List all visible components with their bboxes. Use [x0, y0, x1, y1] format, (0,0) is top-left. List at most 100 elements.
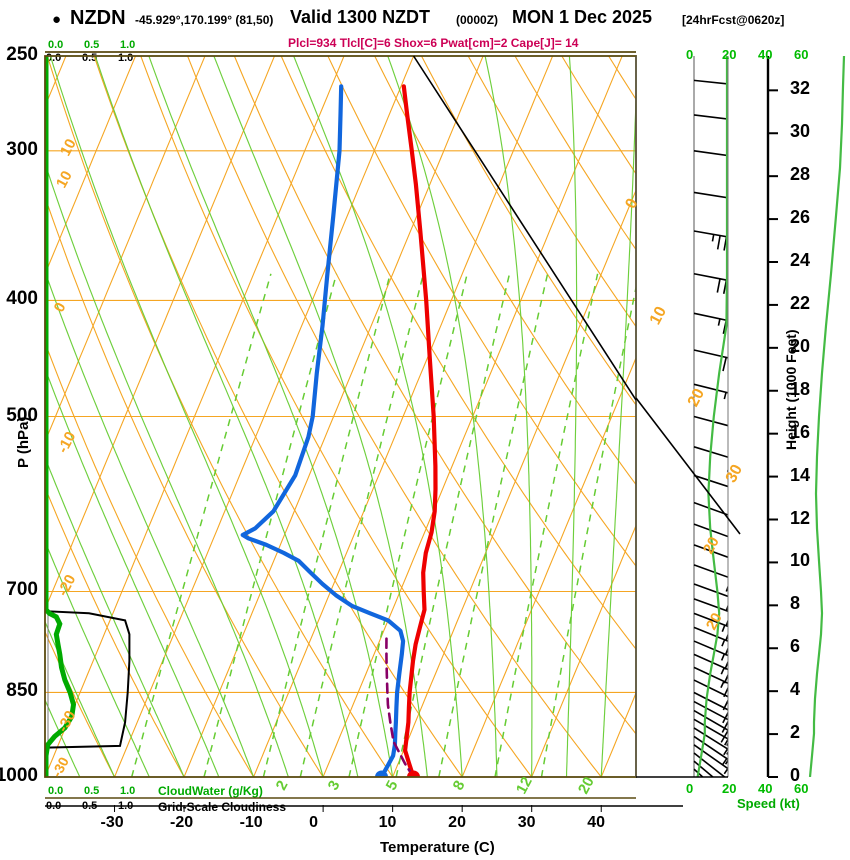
wind-barb — [693, 679, 728, 711]
station-marker: ● — [52, 11, 62, 28]
wind-barb — [693, 312, 728, 335]
mixing-ratio-label-20: 20 — [574, 774, 598, 797]
profile-parcel — [385, 632, 415, 777]
wind-barb — [693, 727, 728, 765]
temperature-tick--30: -30 — [100, 814, 124, 831]
wind-barb — [693, 691, 728, 726]
height-tick-18: 18 — [790, 378, 811, 399]
profile-temperature — [401, 84, 438, 777]
cloudwater-tick-top-1: 0.5 — [84, 39, 100, 51]
height-tick-28: 28 — [790, 164, 811, 185]
speed-tick-bot-40: 40 — [758, 781, 773, 796]
wind-barb — [693, 349, 728, 372]
height-tick-8: 8 — [790, 593, 801, 614]
isotherm-label-0: 0 — [50, 299, 70, 316]
wind-barb — [693, 415, 728, 441]
height-tick-32: 32 — [790, 78, 811, 99]
height-speed-trace — [808, 56, 846, 777]
mixing-ratio-label-3: 3 — [324, 777, 344, 794]
wind-barb — [693, 564, 728, 592]
height-tick-14: 14 — [790, 464, 811, 485]
profile-layer — [240, 84, 438, 777]
cloudiness-axis-label: Grid-Scale Cloudiness — [158, 800, 287, 814]
temperature-tick-40: 40 — [587, 814, 606, 831]
cloudiness-profile — [45, 56, 131, 777]
wind-barb — [693, 501, 728, 523]
cloudiness-tick-top-1: 0.5 — [82, 52, 98, 64]
frame-layer — [44, 51, 741, 812]
valid-date: MON 1 Dec 2025 — [512, 7, 653, 27]
mixing-ratio-label-12: 12 — [512, 774, 536, 797]
wind-barb-layer — [693, 56, 728, 777]
isotherm-label-r-30: 30 — [722, 461, 747, 486]
height-tick-2: 2 — [790, 722, 801, 743]
pressure-tick-400: 400 — [6, 288, 38, 310]
grid-layer — [45, 56, 636, 777]
isotherm-label-r-20b: 20 — [699, 534, 723, 557]
height-tick-16: 16 — [790, 421, 811, 442]
wind-barb — [693, 79, 728, 85]
height-tick-12: 12 — [790, 507, 811, 528]
temperature-axis-label: Temperature (C) — [380, 839, 495, 856]
isotherm-label--30: -30 — [54, 707, 80, 736]
height-tick-4: 4 — [790, 679, 801, 700]
cloudwater-profile — [45, 56, 77, 777]
cloud-layer — [45, 56, 131, 777]
height-tick-10: 10 — [790, 550, 811, 571]
wind-barb — [693, 150, 728, 157]
station-id: NZDN — [70, 7, 126, 29]
isotherm-label--10: -10 — [54, 428, 80, 457]
isotherm-label-10: 10 — [52, 168, 76, 191]
speed-tick-bot-0: 0 — [686, 781, 694, 796]
wind-barb — [693, 744, 728, 777]
temperature-tick-30: 30 — [517, 814, 536, 831]
wind-barb — [693, 191, 728, 199]
speed-tick-bot-60: 60 — [794, 781, 809, 796]
height-tick-0: 0 — [790, 765, 801, 785]
temperature-tick--20: -20 — [170, 814, 194, 831]
speed-tick-bot-20: 20 — [722, 781, 737, 796]
isotherm-label--30b: -30 — [48, 754, 72, 780]
wind-barb — [693, 709, 728, 747]
cloudiness-tick-bot-1: 0.5 — [82, 800, 98, 812]
speed-tick-top-20: 20 — [722, 47, 737, 62]
height-tick-24: 24 — [790, 250, 811, 270]
height-tick-22: 22 — [790, 292, 811, 313]
height-tick-20: 20 — [790, 335, 811, 356]
speed-axis-label: Speed (kt) — [737, 796, 800, 811]
pressure-tick-500: 500 — [6, 404, 38, 426]
mixing-ratio-label-8: 8 — [449, 777, 469, 794]
wind-barb — [693, 718, 728, 755]
wind-barb — [693, 640, 728, 670]
cloudwater-tick-top-2: 1.0 — [120, 39, 136, 51]
isotherm-label-r-0: 0 — [622, 195, 642, 212]
right-axis-layer — [696, 56, 846, 778]
pressure-tick-700: 700 — [6, 579, 38, 601]
temperature-tick-0: 0 — [309, 814, 319, 831]
height-tick-26: 26 — [790, 207, 811, 228]
cloudwater-axis-label: CloudWater (g/Kg) — [158, 784, 263, 798]
cloudiness-tick-top-0: 0.0 — [46, 52, 62, 64]
isotherm-label-r-20: 20 — [684, 385, 709, 410]
wind-barb — [693, 653, 728, 684]
wind-barb — [693, 666, 728, 698]
wind-barb — [693, 735, 728, 775]
speed-tick-top-60: 60 — [794, 47, 809, 62]
speed-tick-top-0: 0 — [686, 47, 694, 62]
cloudwater-tick-bot-1: 0.5 — [84, 785, 100, 797]
cloudwater-tick-bot-0: 0.0 — [48, 785, 64, 797]
forecast-tag: [24hrFcst@0620z] — [682, 13, 785, 27]
isotherm-label-r-10: 10 — [646, 303, 671, 328]
mixing-ratio-label-5: 5 — [382, 777, 402, 794]
cloudwater-tick-top-0: 0.0 — [48, 39, 64, 51]
isotherm-label-r-20c: 20 — [702, 610, 726, 633]
cloudiness-tick-bot-2: 1.0 — [118, 800, 134, 812]
cloudiness-tick-top-2: 1.0 — [118, 52, 134, 64]
wind-speed-profile — [696, 56, 728, 777]
isotherm-label--20: -20 — [54, 571, 80, 600]
stability-indices: Plcl=934 Tlcl[C]=6 Shox=6 Pwat[cm]=2 Cap… — [288, 36, 579, 50]
wind-barb — [693, 700, 728, 736]
temperature-tick-20: 20 — [448, 814, 466, 831]
speed-tick-top-40: 40 — [758, 47, 773, 62]
